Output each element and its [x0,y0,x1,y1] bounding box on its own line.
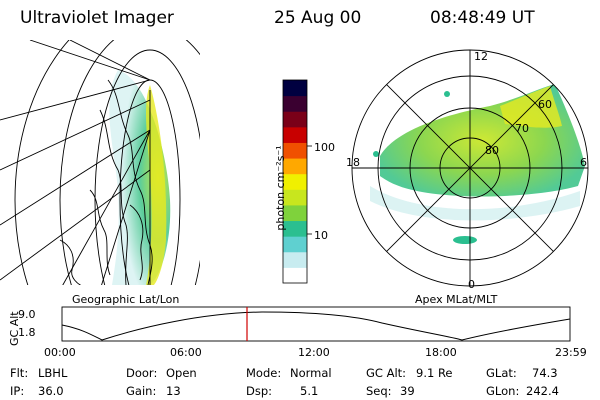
colorbar-cell [283,220,307,237]
colorbar-cell [283,126,307,143]
instrument-title: Ultraviolet Imager [20,8,174,28]
altitude-curve [61,311,571,341]
gain-value: 13 [166,384,181,398]
colorbar-cell [283,80,307,97]
colorbar-cell [283,204,307,222]
colorbar-cell [283,189,307,206]
seq-value: 39 [400,384,415,398]
filter-label: Flt: [10,366,29,380]
ip-value: 36.0 [38,384,64,398]
mlat-label-60: 60 [538,98,552,111]
colorbar-tick-label-10: 10 [314,229,328,242]
colorbar-cell [283,95,307,112]
observation-date: 25 Aug 00 [274,8,362,28]
altitude-xtick-0000: 00:00 [44,346,76,359]
seq-label: Seq: [366,384,392,398]
colorbar [282,79,312,284]
dsp-value: 5.1 [300,384,319,398]
door-label: Door: [126,366,158,380]
glat-label: GLat: [486,366,517,380]
altitude-plot [61,306,571,342]
polar-plot: 12 18 6 0 60 70 80 [346,49,589,291]
mode-label: Mode: [246,366,282,380]
filter-value: LBHL [38,366,68,380]
colorbar-cell [283,158,307,175]
altitude-xtick-0600: 06:00 [170,346,202,359]
altitude-ytick-low: 1.8 [18,326,36,339]
colorbar-cell [283,142,307,159]
altitude-xtick-2359: 23:59 [555,346,587,359]
colorbar-cell [283,251,307,268]
glon-label: GLon: [486,384,520,398]
altitude-ytick-high: 9.0 [18,308,36,321]
mlat-label-80: 80 [485,144,499,157]
dsp-label: Dsp: [246,384,273,398]
observation-time: 08:48:49 UT [430,8,535,28]
mlt-label-0: 0 [468,278,475,291]
geo-panel-label: Geographic Lat/Lon [72,293,180,306]
mlt-label-6: 6 [580,156,587,169]
colorbar-cell [283,111,307,128]
gc-alt-label: GC Alt: [366,366,407,380]
gain-label: Gain: [126,384,157,398]
gc-alt-value: 9.1 Re [416,366,453,380]
altitude-xtick-1800: 18:00 [425,346,457,359]
glon-value: 242.4 [526,384,559,398]
colorbar-cell [283,236,307,253]
altitude-xtick-1200: 12:00 [298,346,330,359]
mlat-label-70: 70 [515,122,529,135]
glat-value: 74.3 [532,366,558,380]
geographic-map [0,40,200,285]
colorbar-cell [283,173,307,190]
colorbar-cell [283,267,307,284]
mlt-label-12: 12 [474,50,488,63]
ip-label: IP: [10,384,25,398]
mode-value: Normal [290,366,332,380]
colorbar-unit-label: photon cm⁻²s⁻¹ [274,145,287,231]
door-value: Open [166,366,197,380]
colorbar-tick-label-100: 100 [314,141,335,154]
polar-panel-label: Apex MLat/MLT [415,293,498,306]
mlt-label-18: 18 [346,156,360,169]
